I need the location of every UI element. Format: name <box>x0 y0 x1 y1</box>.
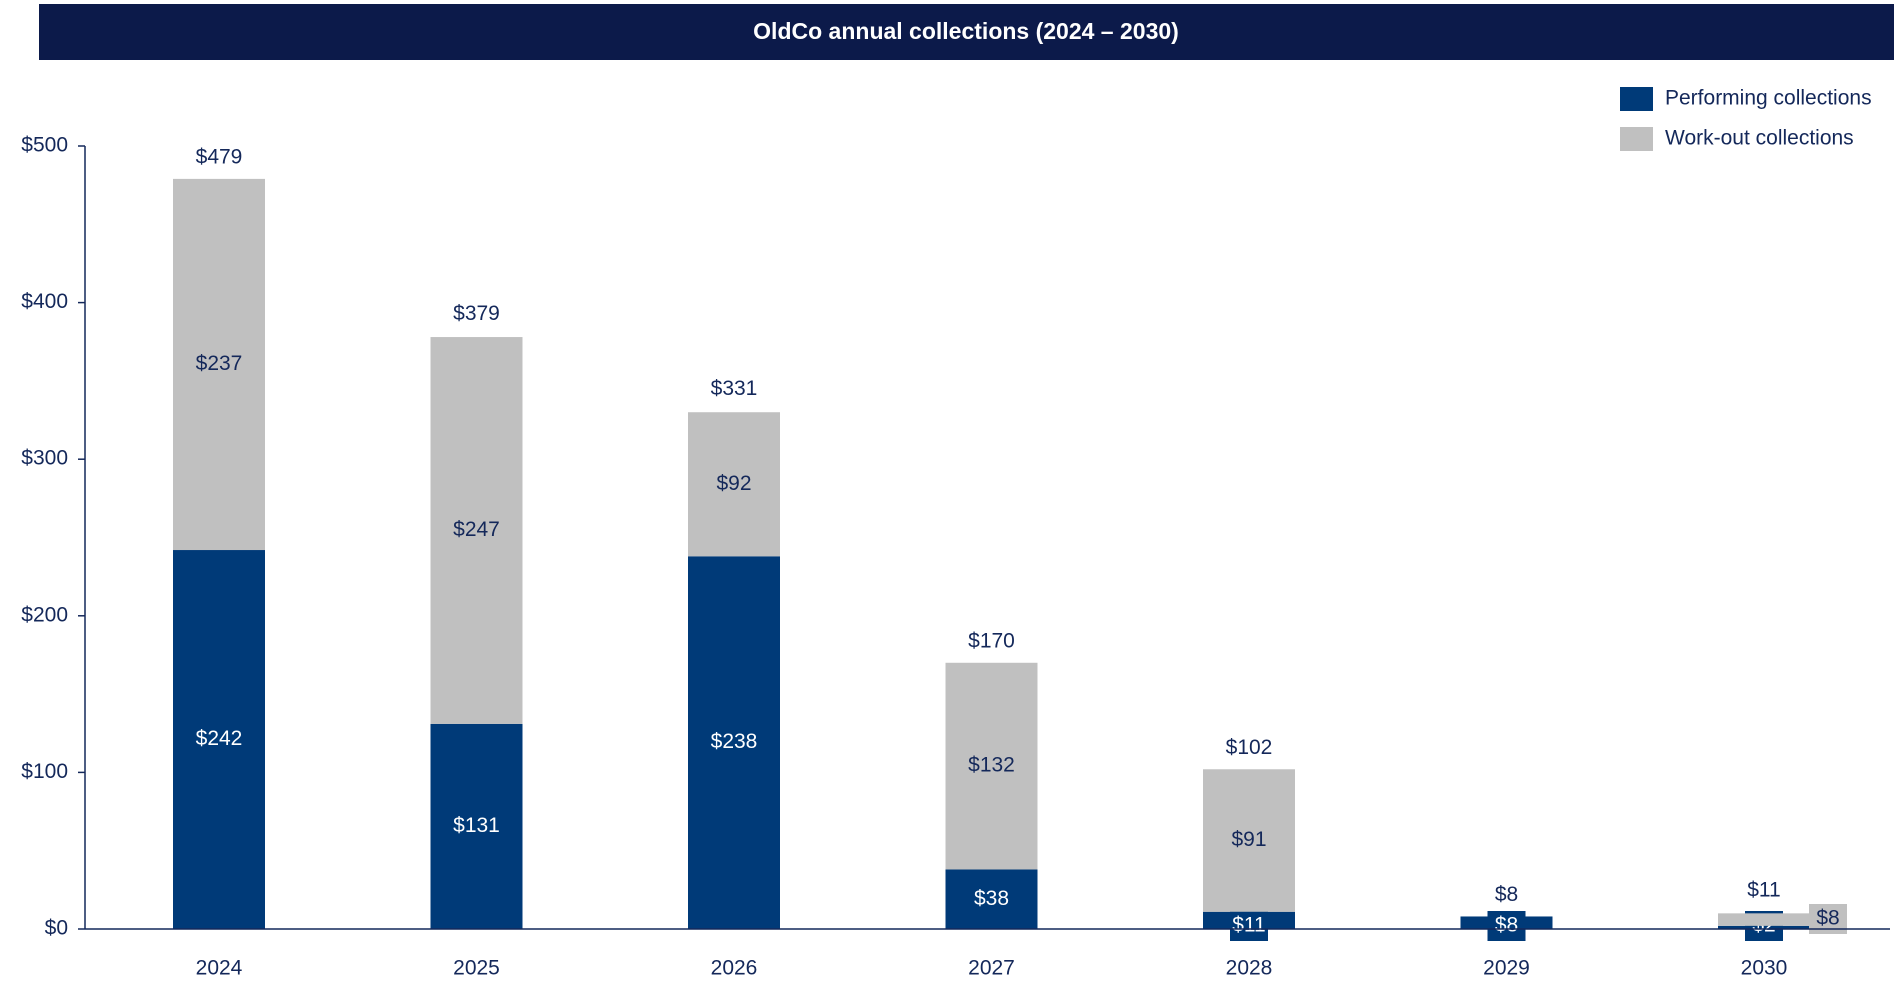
y-tick-label: $500 <box>21 134 68 157</box>
bar-segment <box>945 869 1038 929</box>
total-label: $379 <box>453 302 500 325</box>
total-label: $170 <box>968 629 1015 652</box>
title-bar <box>39 4 1894 60</box>
y-tick-label: $400 <box>21 290 68 313</box>
y-tick-label: $100 <box>21 760 68 783</box>
value-label: $132 <box>968 754 1015 777</box>
legend-label: Work-out collections <box>1665 127 1854 150</box>
value-label: $11 <box>1232 914 1265 937</box>
bar-segment <box>688 412 780 557</box>
total-label: $479 <box>196 145 243 168</box>
value-label: $247 <box>453 518 500 541</box>
value-label: $8 <box>1495 914 1518 937</box>
bar-segment <box>1718 913 1810 926</box>
x-tick-label: 2028 <box>1226 957 1273 980</box>
legend-swatch <box>1620 127 1653 151</box>
x-tick-label: 2029 <box>1483 957 1530 980</box>
value-label: $38 <box>974 887 1009 910</box>
x-tick-label: 2024 <box>196 957 243 980</box>
chart-title: OldCo annual collections (2024 – 2030) <box>753 18 1179 44</box>
value-label: $238 <box>711 730 758 753</box>
y-tick-label: $0 <box>45 917 68 940</box>
x-tick-label: 2026 <box>711 957 758 980</box>
bar-segment <box>430 337 523 724</box>
y-tick-label: $200 <box>21 603 68 626</box>
bar-segment <box>430 723 523 929</box>
total-label: $102 <box>1226 736 1273 759</box>
value-label: $91 <box>1231 828 1266 851</box>
total-label: $11 <box>1747 878 1780 901</box>
bar-segment <box>1203 769 1295 912</box>
legend-label: Performing collections <box>1665 87 1872 110</box>
legend-swatch <box>1620 87 1653 111</box>
y-tick-label: $300 <box>21 447 68 470</box>
bar-segment <box>173 550 265 929</box>
value-label: $237 <box>196 352 243 375</box>
x-tick-label: 2030 <box>1741 957 1788 980</box>
value-label-box <box>1230 911 1268 941</box>
value-label: $242 <box>196 727 243 750</box>
x-tick-label: 2027 <box>968 957 1015 980</box>
total-label: $331 <box>711 377 758 400</box>
x-tick-label: 2025 <box>453 957 500 980</box>
bar-segment <box>945 662 1038 870</box>
value-label: $8 <box>1816 907 1839 930</box>
bar-segment <box>173 178 265 551</box>
value-label-box <box>1487 911 1526 941</box>
bar-segment <box>688 556 780 929</box>
value-label: $131 <box>453 814 500 837</box>
value-label: $92 <box>716 472 751 495</box>
total-label: $8 <box>1495 883 1518 906</box>
